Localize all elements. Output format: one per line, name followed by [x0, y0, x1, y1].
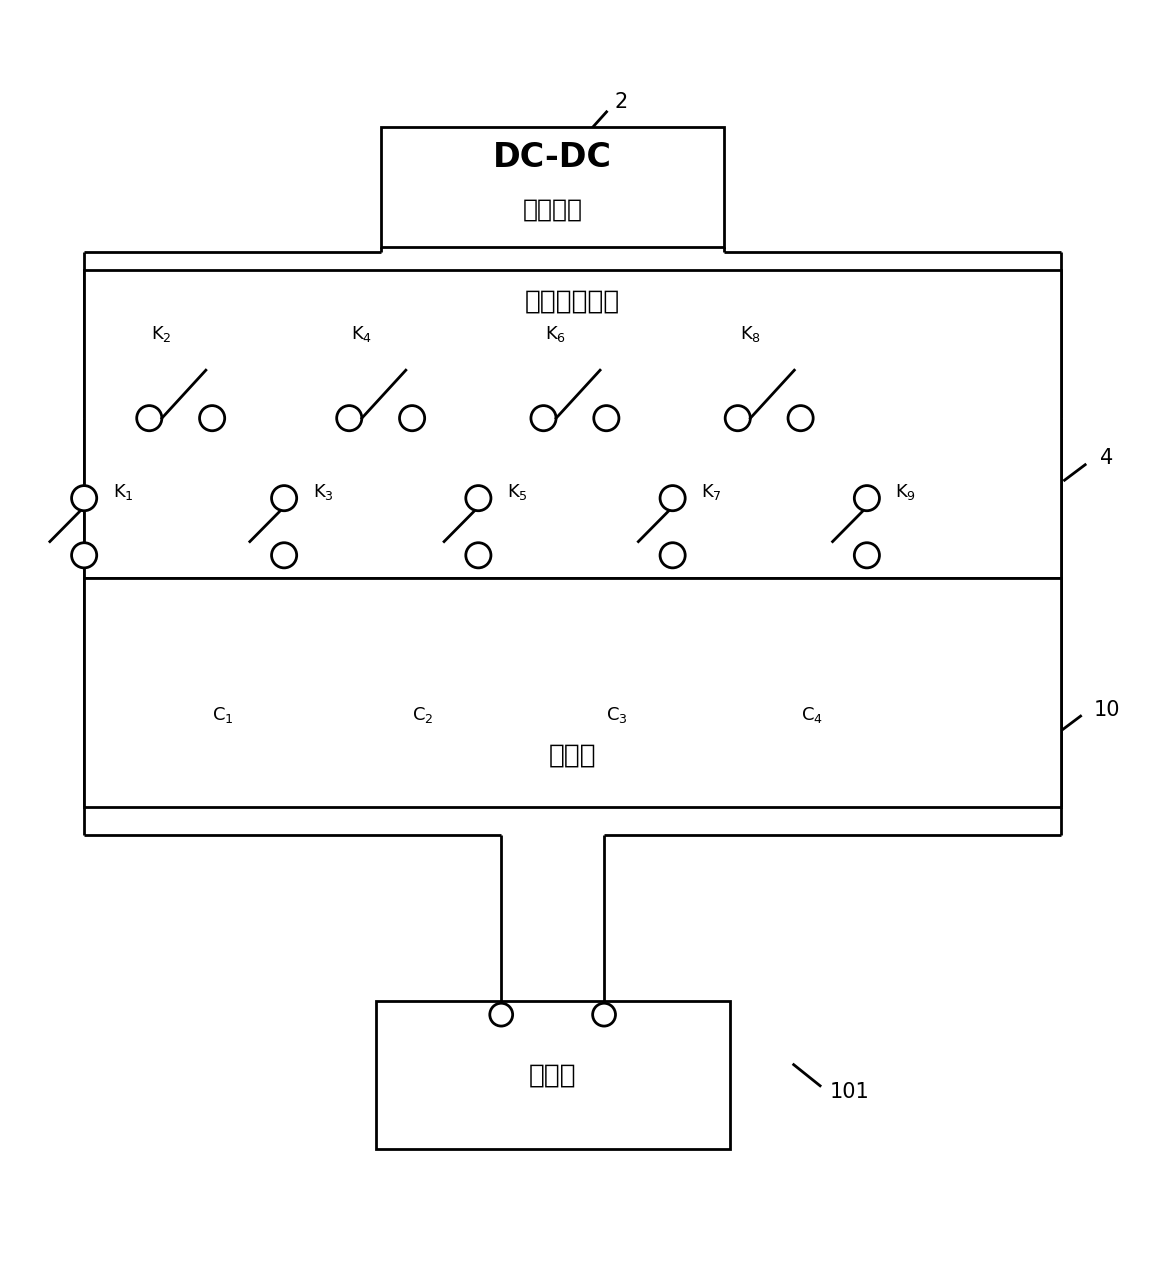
- Bar: [375, 1001, 730, 1150]
- Circle shape: [490, 1004, 512, 1026]
- Text: 电池组: 电池组: [549, 742, 596, 768]
- Circle shape: [531, 405, 556, 431]
- Text: 4: 4: [1100, 449, 1113, 468]
- Text: 10: 10: [1093, 700, 1120, 719]
- Text: 电源模块: 电源模块: [523, 197, 582, 222]
- Circle shape: [71, 486, 97, 510]
- Text: K$_9$: K$_9$: [895, 482, 916, 503]
- Circle shape: [788, 405, 813, 431]
- Bar: [84, 578, 1061, 806]
- Circle shape: [854, 542, 879, 568]
- Circle shape: [337, 405, 361, 431]
- Text: 101: 101: [830, 1082, 870, 1103]
- Text: 放电端: 放电端: [528, 1063, 577, 1088]
- Circle shape: [660, 542, 685, 568]
- Text: K$_8$: K$_8$: [740, 324, 761, 344]
- Bar: [84, 269, 1061, 578]
- Text: K$_3$: K$_3$: [313, 482, 334, 503]
- Text: C$_1$: C$_1$: [212, 705, 234, 726]
- Bar: [381, 127, 724, 246]
- Text: 2: 2: [615, 91, 627, 112]
- Circle shape: [272, 542, 297, 568]
- Text: K$_7$: K$_7$: [701, 482, 722, 503]
- Circle shape: [466, 486, 491, 510]
- Circle shape: [660, 486, 685, 510]
- Circle shape: [199, 405, 224, 431]
- Text: K$_6$: K$_6$: [546, 324, 566, 344]
- Circle shape: [725, 405, 750, 431]
- Circle shape: [137, 405, 162, 431]
- Text: K$_5$: K$_5$: [506, 482, 528, 503]
- Circle shape: [854, 486, 879, 510]
- Circle shape: [272, 486, 297, 510]
- Text: C$_3$: C$_3$: [607, 705, 628, 726]
- Text: K$_1$: K$_1$: [113, 482, 134, 503]
- Circle shape: [399, 405, 425, 431]
- Circle shape: [466, 542, 491, 568]
- Text: C$_4$: C$_4$: [801, 705, 823, 726]
- Circle shape: [594, 405, 619, 431]
- Text: K$_2$: K$_2$: [152, 324, 173, 344]
- Circle shape: [71, 542, 97, 568]
- Text: C$_2$: C$_2$: [412, 705, 434, 726]
- Text: 开关组合电路: 开关组合电路: [525, 288, 620, 314]
- Text: DC-DC: DC-DC: [493, 141, 612, 173]
- Circle shape: [593, 1004, 616, 1026]
- Text: K$_4$: K$_4$: [351, 324, 373, 344]
